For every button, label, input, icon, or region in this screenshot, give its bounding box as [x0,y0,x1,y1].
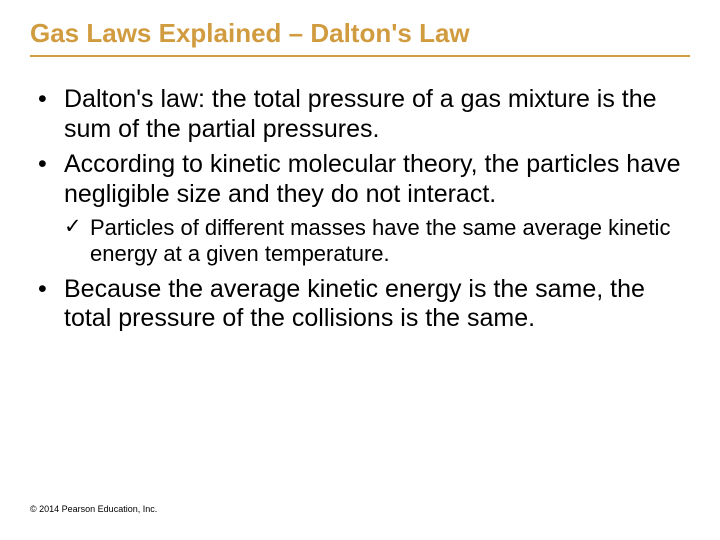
bullet-text: Because the average kinetic energy is th… [64,275,645,333]
sub-bullet-list: Particles of different masses have the s… [30,215,690,267]
bullet-text: According to kinetic molecular theory, t… [64,150,681,208]
bullet-list: Dalton's law: the total pressure of a ga… [30,85,690,209]
slide-title: Gas Laws Explained – Dalton's Law [30,18,690,57]
bullet-list: Because the average kinetic energy is th… [30,275,690,334]
bullet-item: Dalton's law: the total pressure of a ga… [30,85,690,144]
sub-bullet-text: Particles of different masses have the s… [90,215,670,266]
bullet-item: Because the average kinetic energy is th… [30,275,690,334]
sub-bullet-item: Particles of different masses have the s… [64,215,690,267]
slide-container: Gas Laws Explained – Dalton's Law Dalton… [0,0,720,540]
bullet-text: Dalton's law: the total pressure of a ga… [64,85,657,143]
bullet-item: According to kinetic molecular theory, t… [30,150,690,209]
copyright-footer: © 2014 Pearson Education, Inc. [30,504,157,514]
